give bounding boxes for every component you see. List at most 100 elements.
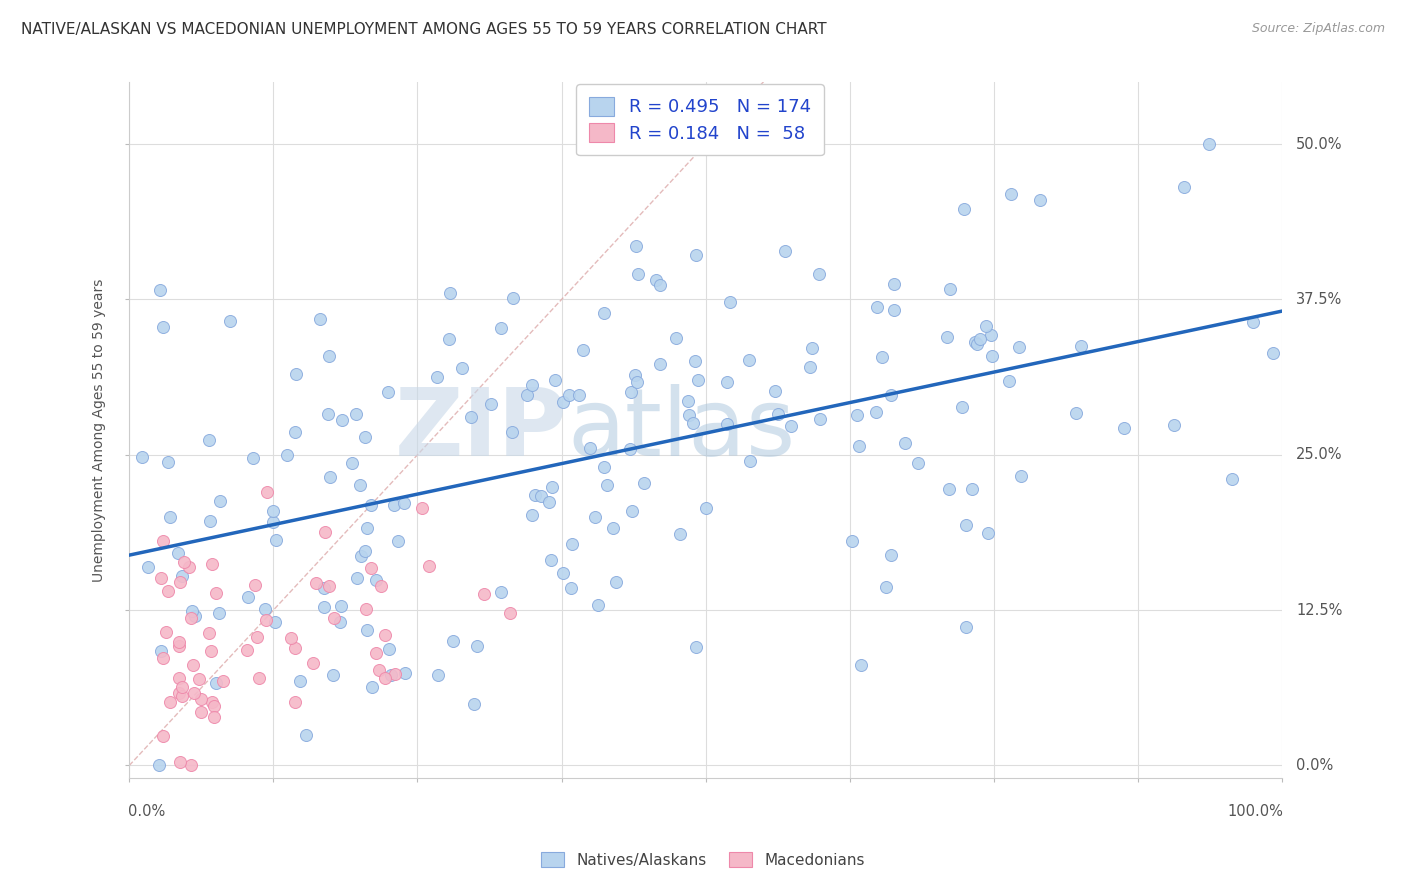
Point — [319, 469, 342, 483]
Point — [360, 561, 382, 575]
Point — [181, 657, 204, 672]
Point — [170, 569, 193, 583]
Point — [676, 393, 699, 408]
Point — [361, 681, 384, 695]
Text: ZIP: ZIP — [395, 384, 568, 476]
Point — [172, 680, 194, 694]
Point — [568, 388, 591, 402]
Point — [284, 425, 307, 439]
Point — [200, 644, 222, 658]
Point — [907, 456, 929, 470]
Point — [280, 631, 302, 645]
Point — [131, 450, 153, 464]
Text: 25.0%: 25.0% — [1296, 447, 1343, 462]
Point — [329, 615, 352, 630]
Point — [980, 328, 1002, 343]
Point — [938, 482, 960, 496]
Point — [364, 646, 387, 660]
Point — [883, 277, 905, 292]
Point — [551, 566, 574, 580]
Point — [374, 628, 396, 642]
Point — [302, 656, 325, 670]
Point — [678, 408, 700, 422]
Point — [955, 518, 977, 533]
Point — [1070, 339, 1092, 353]
Point — [669, 527, 692, 541]
Point — [204, 586, 226, 600]
Point — [463, 698, 485, 712]
Point — [738, 454, 761, 468]
Point — [188, 673, 211, 687]
Text: 100.0%: 100.0% — [1227, 805, 1284, 820]
Point — [204, 698, 226, 713]
Point — [152, 533, 174, 548]
Point — [846, 409, 869, 423]
Point — [558, 388, 581, 402]
Point — [766, 407, 789, 421]
Point — [208, 493, 231, 508]
Text: atlas: atlas — [568, 384, 796, 476]
Point — [939, 281, 962, 295]
Point — [560, 581, 582, 595]
Point — [880, 548, 903, 562]
Point — [208, 606, 231, 620]
Point — [451, 361, 474, 376]
Point — [765, 384, 787, 399]
Point — [963, 334, 986, 349]
Point — [246, 630, 269, 644]
Point — [499, 606, 522, 620]
Point — [870, 350, 893, 364]
Point — [242, 451, 264, 466]
Point — [553, 395, 575, 409]
Point — [624, 368, 647, 383]
Point — [322, 611, 344, 625]
Point — [330, 413, 353, 427]
Text: 50.0%: 50.0% — [1296, 136, 1343, 152]
Point — [801, 341, 824, 355]
Point — [170, 689, 193, 703]
Point — [981, 349, 1004, 363]
Point — [1173, 180, 1195, 194]
Point — [780, 419, 803, 434]
Point — [183, 686, 205, 700]
Point — [665, 331, 688, 345]
Point — [382, 498, 405, 512]
Point — [262, 515, 284, 529]
Point — [955, 620, 977, 634]
Point — [537, 495, 560, 509]
Point — [596, 478, 619, 492]
Point — [1198, 136, 1220, 151]
Point — [152, 650, 174, 665]
Point — [173, 555, 195, 569]
Point — [633, 476, 655, 491]
Point — [201, 695, 224, 709]
Point — [360, 498, 382, 512]
Point — [418, 559, 440, 574]
Point — [290, 673, 312, 688]
Point — [284, 695, 307, 709]
Point — [439, 285, 461, 300]
Point — [152, 319, 174, 334]
Point — [236, 643, 259, 657]
Point — [1000, 187, 1022, 202]
Point — [437, 332, 460, 346]
Point — [953, 202, 976, 217]
Point — [263, 615, 285, 630]
Point — [522, 377, 544, 392]
Point — [179, 559, 201, 574]
Point — [356, 602, 378, 616]
Point — [1064, 406, 1087, 420]
Point — [285, 367, 308, 381]
Point — [799, 359, 821, 374]
Point — [966, 336, 988, 351]
Point — [489, 321, 512, 335]
Point — [624, 239, 647, 253]
Point — [998, 374, 1021, 388]
Point — [685, 354, 707, 368]
Point — [427, 668, 450, 682]
Point — [247, 671, 270, 685]
Point — [253, 602, 276, 616]
Point — [621, 504, 644, 518]
Point — [875, 580, 897, 594]
Point — [159, 509, 181, 524]
